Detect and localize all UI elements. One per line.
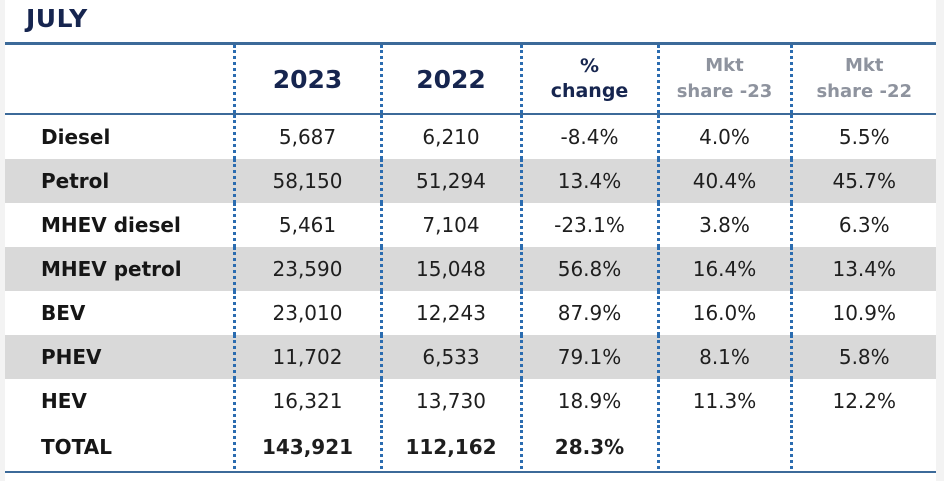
header-mkt22-line1: Mkt [845,55,884,76]
header-mkt23-line1: Mkt [705,55,744,76]
cell-mkt-22: 12.2% [789,379,936,423]
cell-change: 18.9% [519,379,658,423]
cell-change: 79.1% [519,335,658,379]
row-label: Diesel [41,125,111,149]
table-row-mhev-petrol: MHEV petrol 23,590 15,048 56.8% 16.4% 13… [5,247,936,291]
cell-2023: 16,321 [232,379,381,423]
header-pct-line1: % [579,55,600,77]
row-label: MHEV diesel [41,213,181,237]
top-rule [5,42,936,45]
cell-2023: 58,150 [232,159,381,203]
sales-table-card: JULY 2023 2022 % change Mkt [5,0,936,481]
cell-mkt-23: 16.4% [656,247,791,291]
header-mkt-share-22: Mkt share -22 [789,45,936,113]
cell-change: 56.8% [519,247,658,291]
cell-2023: 23,590 [232,247,381,291]
cell-2022: 15,048 [379,247,521,291]
table-row-hev: HEV 16,321 13,730 18.9% 11.3% 12.2% [5,379,936,423]
header-mkt-share-23: Mkt share -23 [656,45,791,113]
cell-mkt-22: 6.3% [789,203,936,247]
cell-2022: 51,294 [379,159,521,203]
row-label: HEV [41,389,87,413]
table-row-phev: PHEV 11,702 6,533 79.1% 8.1% 5.8% [5,335,936,379]
table-row-total: TOTAL 143,921 112,162 28.3% [5,425,936,469]
header-mkt23-line2: share -23 [676,81,773,102]
table-title: JULY [26,4,88,33]
cell-change: -8.4% [519,115,658,159]
total-mkt-22 [789,425,936,469]
cell-mkt-23: 8.1% [656,335,791,379]
header-rule [5,113,936,115]
row-label: BEV [41,301,86,325]
cell-change: 87.9% [519,291,658,335]
cell-mkt-23: 40.4% [656,159,791,203]
cell-2022: 12,243 [379,291,521,335]
header-pct-change: % change [519,45,658,113]
cell-mkt-22: 45.7% [789,159,936,203]
row-label: PHEV [5,335,234,379]
cell-2022: 6,533 [379,335,521,379]
cell-2023: 5,687 [232,115,381,159]
cell-mkt-22: 13.4% [789,247,936,291]
cell-2022: 7,104 [379,203,521,247]
header-mkt22-line2: share -22 [816,81,913,102]
bottom-rule [5,471,936,473]
header-2023: 2023 [232,45,381,113]
total-mkt-23 [656,425,791,469]
cell-2023: 23,010 [232,291,381,335]
cell-mkt-23: 3.8% [656,203,791,247]
header-row: 2023 2022 % change Mkt share -23 Mkt sha… [5,45,936,113]
table-row-mhev-diesel: MHEV diesel 5,461 7,104 -23.1% 3.8% 6.3% [5,203,936,247]
cell-change: -23.1% [519,203,658,247]
header-blank [5,45,234,113]
cell-mkt-23: 11.3% [656,379,791,423]
total-label: TOTAL [5,425,234,469]
cell-2023: 11,702 [232,335,381,379]
row-label: Petrol [5,159,234,203]
table-row-petrol: Petrol 58,150 51,294 13.4% 40.4% 45.7% [5,159,936,203]
cell-2022: 6,210 [379,115,521,159]
cell-mkt-22: 5.5% [789,115,936,159]
cell-mkt-23: 4.0% [656,115,791,159]
row-label: MHEV petrol [5,247,234,291]
table-row-diesel: Diesel 5,687 6,210 -8.4% 4.0% 5.5% [5,115,936,159]
cell-2022: 13,730 [379,379,521,423]
table-row-bev: BEV 23,010 12,243 87.9% 16.0% 10.9% [5,291,936,335]
sales-table: 2023 2022 % change Mkt share -23 Mkt sha… [5,45,936,469]
total-change: 28.3% [519,425,658,469]
cell-mkt-22: 10.9% [789,291,936,335]
header-2022: 2022 [379,45,521,113]
cell-change: 13.4% [519,159,658,203]
cell-mkt-23: 16.0% [656,291,791,335]
header-pct-line2: change [550,80,629,102]
cell-mkt-22: 5.8% [789,335,936,379]
cell-2023: 5,461 [232,203,381,247]
total-2023: 143,921 [232,425,381,469]
total-2022: 112,162 [379,425,521,469]
